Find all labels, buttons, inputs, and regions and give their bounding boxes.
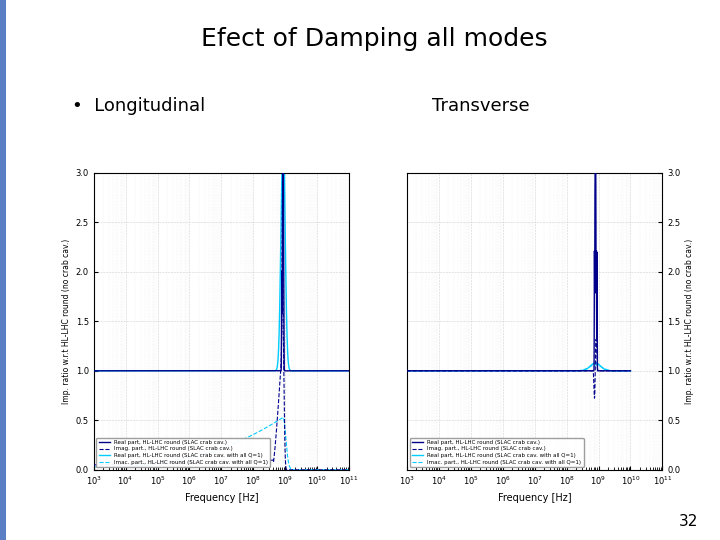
- Text: Transverse: Transverse: [432, 97, 530, 115]
- Text: 32: 32: [679, 514, 698, 529]
- Legend: Real part, HL-LHC round (SLAC crab cav.), Imag. part., HL-LHC round (SLAC crab c: Real part, HL-LHC round (SLAC crab cav.)…: [96, 437, 271, 467]
- Text: •  Longitudinal: • Longitudinal: [72, 97, 205, 115]
- Legend: Real part, HL-LHC round (SLAC crab cav.), Imag. part., HL-LHC round (SLAC crab c: Real part, HL-LHC round (SLAC crab cav.)…: [410, 437, 584, 467]
- Y-axis label: Imp. ratio w.r.t HL-LHC round (no crab cav.): Imp. ratio w.r.t HL-LHC round (no crab c…: [685, 239, 693, 404]
- Y-axis label: Imp. ratio w.r.t HL-LHC round (no crab cav.): Imp. ratio w.r.t HL-LHC round (no crab c…: [63, 239, 71, 404]
- Text: Efect of Damping all modes: Efect of Damping all modes: [201, 27, 548, 51]
- X-axis label: Frequency [Hz]: Frequency [Hz]: [184, 492, 258, 503]
- X-axis label: Frequency [Hz]: Frequency [Hz]: [498, 492, 572, 503]
